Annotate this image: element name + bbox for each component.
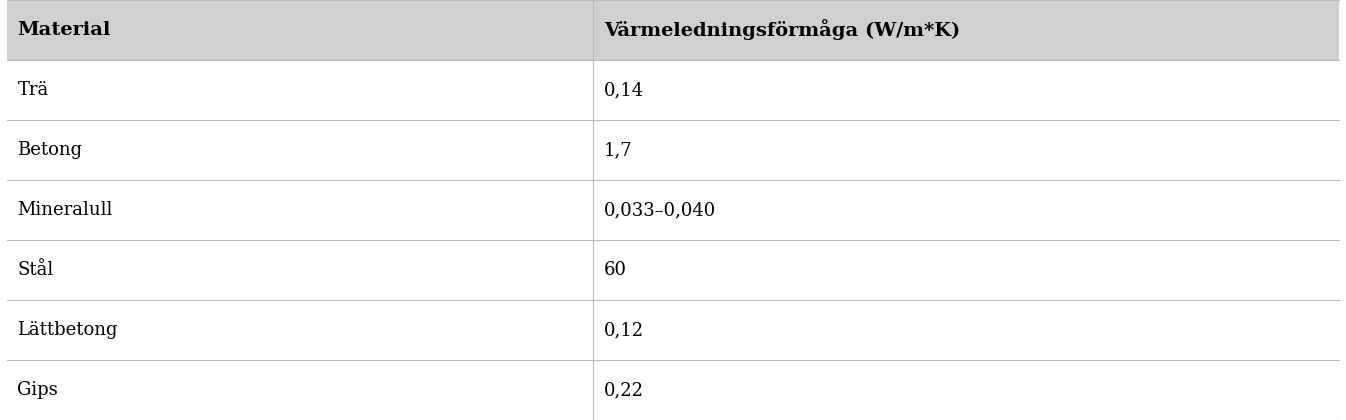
Text: Lättbetong: Lättbetong [17, 321, 118, 339]
Bar [7, 180, 1339, 240]
Text: Värmeledningsförmåga (W/m*K): Värmeledningsförmåga (W/m*K) [604, 20, 960, 40]
Text: 1,7: 1,7 [604, 141, 633, 159]
Bar [7, 300, 1339, 360]
Text: Material: Material [17, 21, 110, 39]
Bar [7, 0, 1339, 60]
Text: 0,12: 0,12 [604, 321, 643, 339]
Text: 60: 60 [604, 261, 627, 279]
Text: 0,22: 0,22 [604, 381, 643, 399]
Text: Mineralull: Mineralull [17, 201, 113, 219]
Bar [7, 60, 1339, 120]
Text: 0,14: 0,14 [604, 81, 643, 99]
Bar [7, 360, 1339, 420]
Text: Stål: Stål [17, 261, 54, 279]
Bar [7, 240, 1339, 300]
Bar [7, 120, 1339, 180]
Text: 0,033–0,040: 0,033–0,040 [604, 201, 716, 219]
Text: Trä: Trä [17, 81, 48, 99]
Text: Gips: Gips [17, 381, 58, 399]
Text: Betong: Betong [17, 141, 82, 159]
